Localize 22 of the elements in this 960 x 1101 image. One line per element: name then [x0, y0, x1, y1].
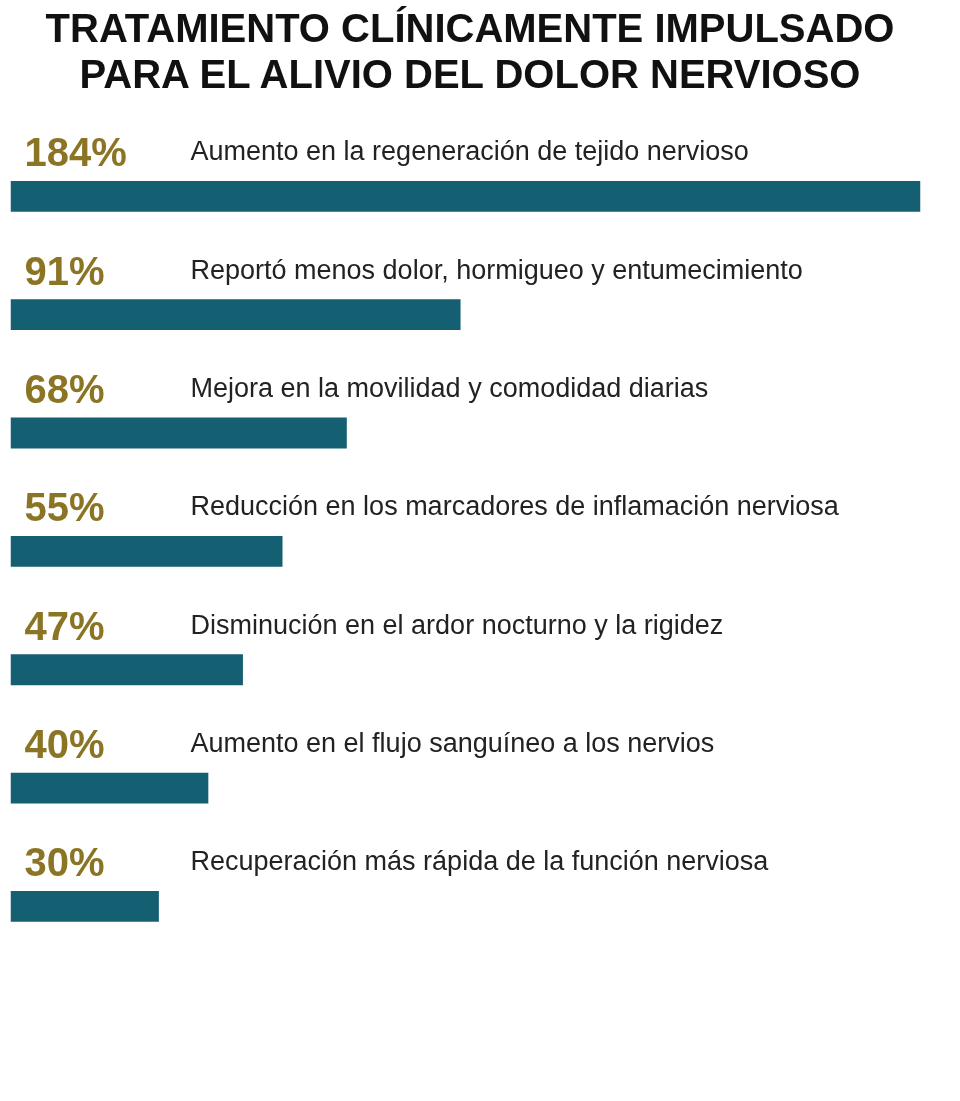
bar: [10, 180, 921, 212]
data-label: 40%: [24, 722, 105, 767]
y-tick-label: Recuperación más rápida de la función nerviosa: [190, 846, 770, 877]
data-label: 184%: [24, 130, 127, 175]
bar: [10, 654, 243, 686]
bar: [10, 891, 159, 922]
y-tick-label: Reportó menos dolor, hormigueo y entumecimiento: [190, 254, 803, 285]
y-tick-label: Mejora en la movilidad y comodidad diarias: [190, 373, 709, 404]
data-label: 47%: [24, 603, 105, 648]
data-label: 55%: [24, 485, 105, 530]
y-tick-label: Aumento en la regeneración de tejido nervioso: [190, 136, 749, 167]
chart-title: TRATAMIENTO CLÍNICAMENTE IMPULSADO PARA EL ALIVIO DEL DOLOR NERVIOSO: [44, 5, 896, 97]
data-label: 30%: [24, 840, 105, 885]
y-tick-label: Aumento en el flujo sanguíneo a los nervios: [190, 728, 715, 759]
data-label: 91%: [24, 248, 105, 293]
y-tick-label: Reducción en los marcadores de inflamación nerviosa: [190, 491, 840, 522]
y-tick-label: Disminución en el ardor nocturno y la rigidez: [190, 609, 724, 640]
data-label: 68%: [24, 367, 105, 412]
bar: [10, 535, 283, 567]
bar: [10, 417, 347, 449]
bar: [10, 772, 209, 804]
bar: [10, 299, 461, 331]
